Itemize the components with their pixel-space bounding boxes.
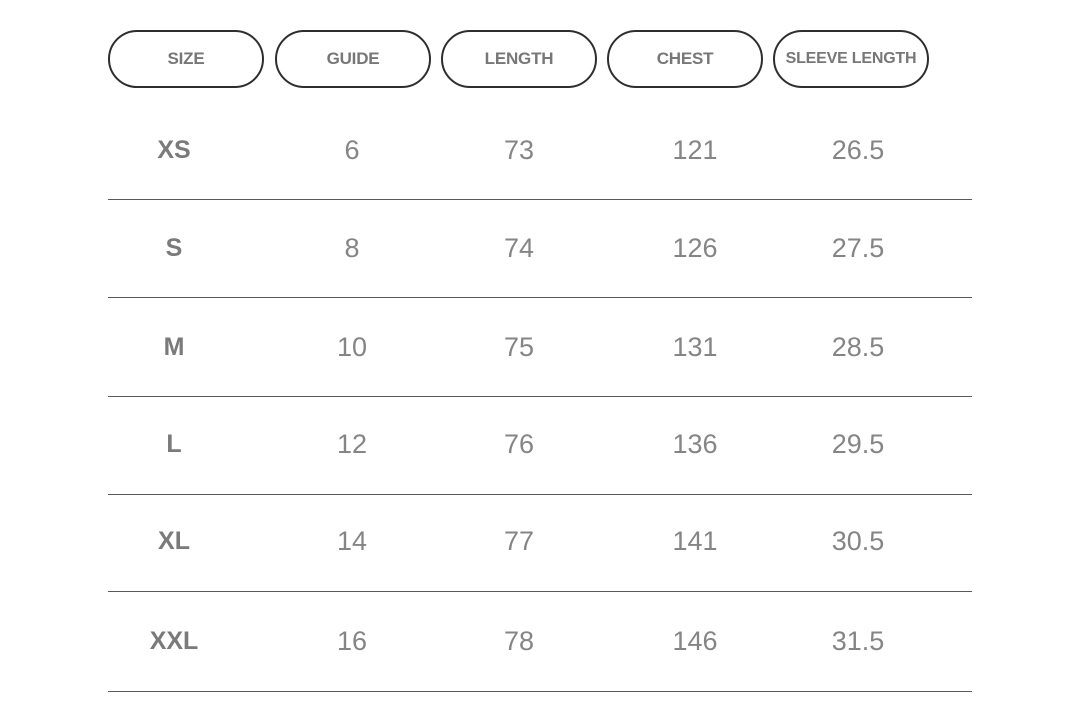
measurement: 146	[672, 626, 718, 656]
measurement: 29.5	[831, 429, 885, 459]
measurement: 131	[672, 332, 718, 362]
measurement: 73	[503, 135, 535, 165]
size-label: L	[166, 430, 182, 458]
row-divider	[108, 494, 972, 495]
measurement: 26.5	[831, 135, 885, 165]
row-divider	[108, 591, 972, 592]
measurement: 16	[336, 626, 368, 656]
measurement: 28.5	[831, 332, 885, 362]
column-header: CHEST	[607, 30, 763, 88]
row-divider	[108, 297, 972, 298]
column-header: SLEEVE LENGTH	[773, 30, 929, 88]
measurement: 14	[336, 526, 368, 556]
size-label: S	[165, 234, 183, 262]
measurement: 141	[672, 526, 718, 556]
measurement: 76	[503, 429, 535, 459]
size-label: XL	[158, 527, 190, 555]
column-header: SIZE	[108, 30, 264, 88]
row-divider	[108, 199, 972, 200]
measurement: 75	[503, 332, 535, 362]
row-divider	[108, 396, 972, 397]
row-divider	[108, 691, 972, 692]
size-label: XXL	[149, 627, 199, 655]
measurement: 10	[336, 332, 368, 362]
column-header: LENGTH	[441, 30, 597, 88]
measurement: 136	[672, 429, 718, 459]
measurement: 6	[344, 135, 360, 165]
measurement: 126	[672, 233, 718, 263]
measurement: 31.5	[831, 626, 885, 656]
column-header: GUIDE	[275, 30, 431, 88]
size-label: M	[163, 333, 185, 361]
measurement: 74	[503, 233, 535, 263]
size-label: XS	[157, 136, 191, 164]
measurement: 121	[672, 135, 718, 165]
measurement: 30.5	[831, 526, 885, 556]
measurement: 8	[344, 233, 360, 263]
measurement: 27.5	[831, 233, 885, 263]
measurement: 12	[336, 429, 368, 459]
measurement: 77	[503, 526, 535, 556]
measurement: 78	[503, 626, 535, 656]
